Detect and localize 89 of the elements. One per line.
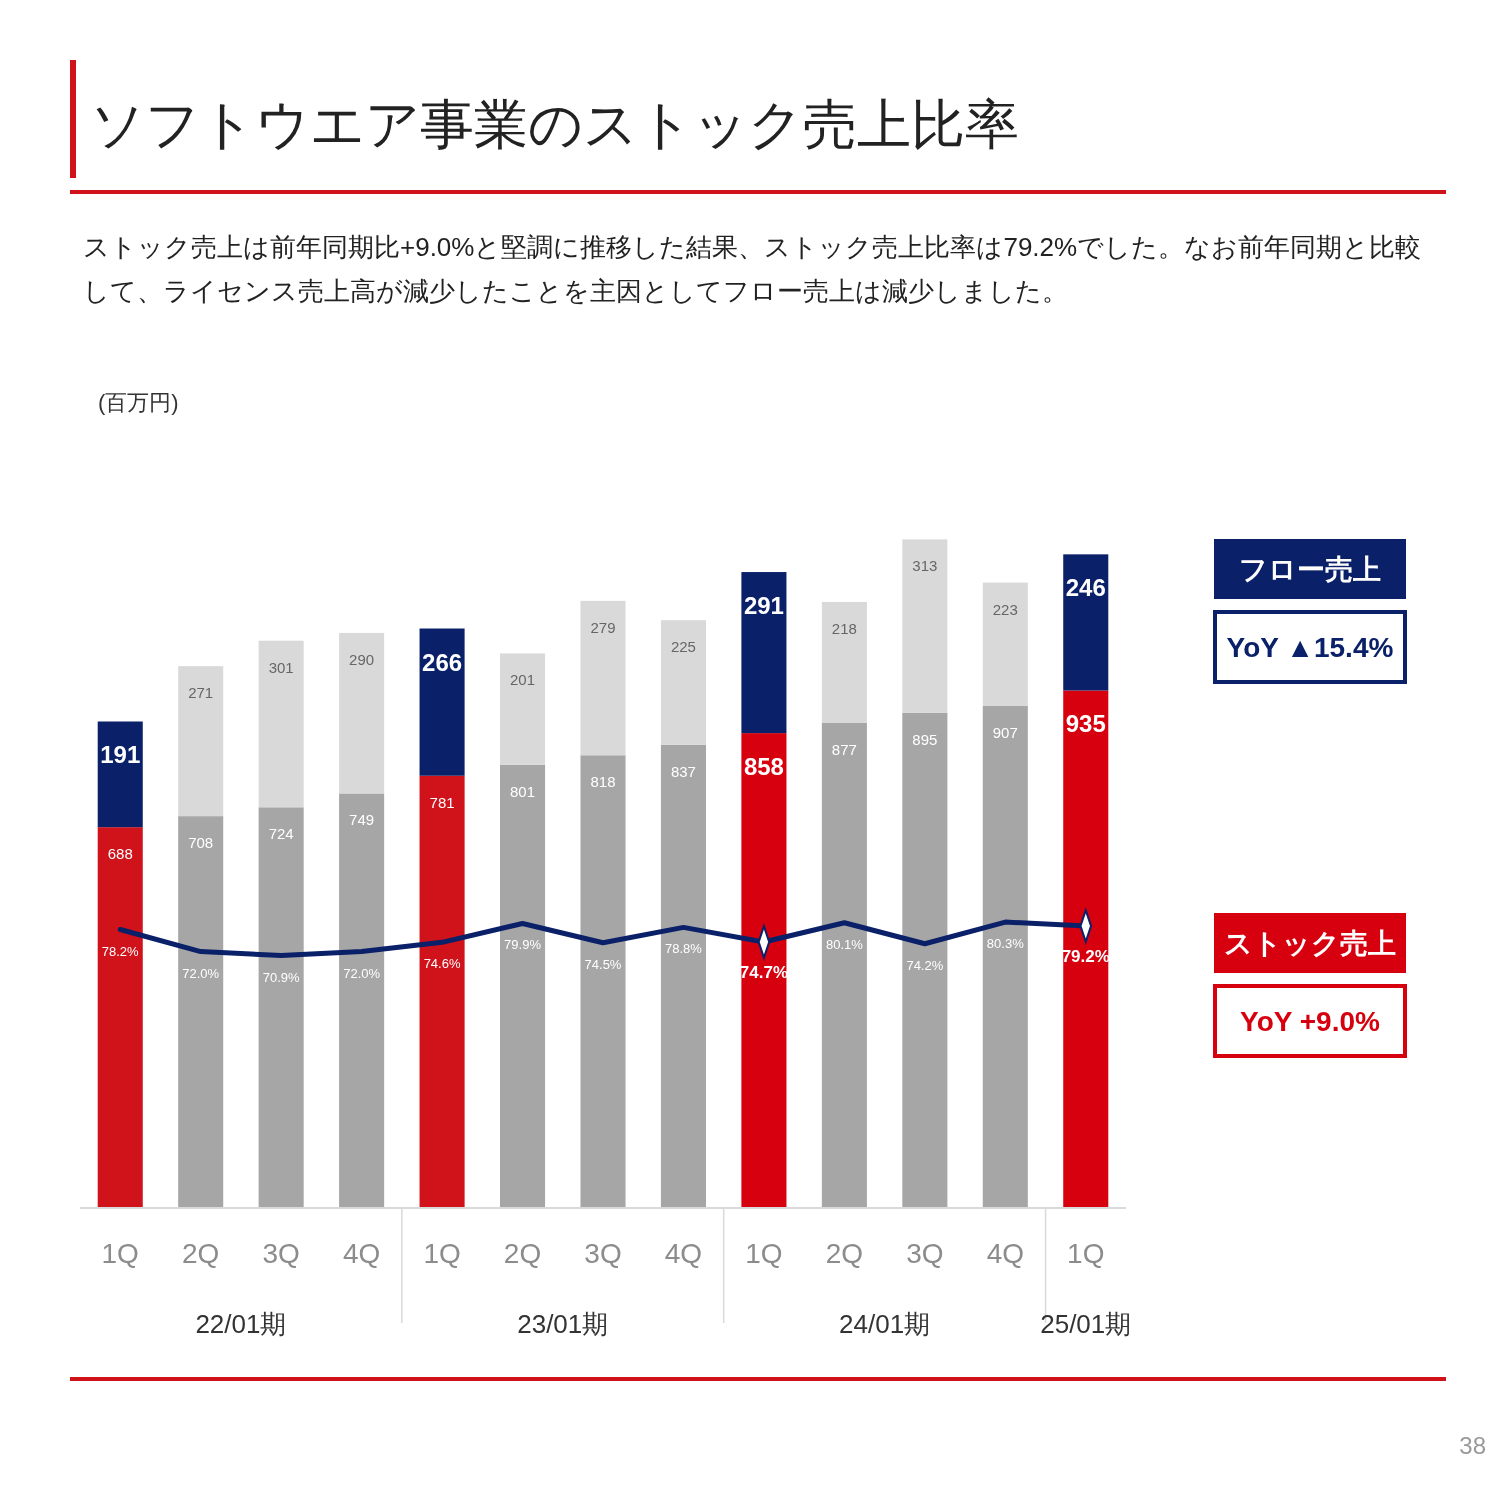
data-label: 313 xyxy=(912,557,938,575)
text: (百万円) xyxy=(98,390,179,415)
x-tick-label: 2Q xyxy=(825,1238,864,1269)
x-tick-label: 4Q xyxy=(664,1238,703,1269)
text: 22/01期 xyxy=(195,1309,287,1339)
x-tick-label: 1Q xyxy=(101,1238,139,1269)
x-tick-label: 3Q xyxy=(262,1238,300,1269)
bar xyxy=(660,744,706,1208)
data-label: 877 xyxy=(831,740,857,758)
text: フロー売上 xyxy=(1239,554,1381,585)
bar xyxy=(580,600,626,756)
bar xyxy=(500,764,546,1208)
data-label: 907 xyxy=(992,724,1018,741)
bar xyxy=(178,666,224,817)
data-label: 837 xyxy=(670,762,696,780)
data-label: 80.1% xyxy=(825,936,864,952)
data-label: 271 xyxy=(188,684,214,702)
data-label: 72.0% xyxy=(343,965,381,981)
data-label: 201 xyxy=(510,671,536,689)
x-tick-label: 3Q xyxy=(906,1238,944,1269)
text: YoY ▲15.4% xyxy=(1226,632,1394,663)
data-label: 291 xyxy=(743,592,784,620)
x-tick-label: 1Q xyxy=(423,1238,461,1269)
bar xyxy=(1063,690,1109,1208)
data-label: 708 xyxy=(188,834,214,852)
data-label: 74.2% xyxy=(906,957,944,973)
text: 25/01期 xyxy=(1040,1309,1132,1339)
bar xyxy=(339,793,385,1208)
bar xyxy=(419,628,465,776)
bar xyxy=(741,572,787,734)
bar xyxy=(1063,554,1109,691)
data-label: 688 xyxy=(107,845,133,863)
data-label: 223 xyxy=(992,600,1018,618)
text: YoY +9.0% xyxy=(1240,1006,1381,1037)
data-label: 749 xyxy=(349,811,375,829)
bar xyxy=(419,775,465,1208)
bar xyxy=(580,755,626,1208)
data-label: 74.6% xyxy=(423,956,461,972)
data-label: 72.0% xyxy=(182,965,220,981)
x-tick-label: 2Q xyxy=(503,1238,542,1269)
data-label: 78.2% xyxy=(101,943,140,959)
chart-title: ソフトウエア事業のストック売上比率 xyxy=(90,94,1019,154)
bar xyxy=(821,722,867,1208)
chart-subtitle: ストック売上は前年同期比+9.0%と堅調に推移した結果、ストック売上比率は79.2%でした。なお前年同期と比較して、ライセンス売上高が減少したことを主因としてフロー売上は減少しました。 xyxy=(83,232,1422,306)
data-label: 266 xyxy=(422,648,463,676)
bar xyxy=(902,539,948,713)
data-label: 191 xyxy=(100,741,141,769)
bar xyxy=(982,582,1028,706)
data-label: 80.3% xyxy=(986,936,1025,952)
data-label: 781 xyxy=(429,793,455,811)
x-tick-label: 2Q xyxy=(182,1238,220,1269)
bar xyxy=(660,620,706,745)
data-label: 78.8% xyxy=(665,941,703,957)
data-label: 301 xyxy=(268,658,294,676)
x-tick-label: 4Q xyxy=(342,1238,381,1269)
data-label: 801 xyxy=(510,782,536,800)
text: 23/01期 xyxy=(517,1309,609,1339)
data-label: 895 xyxy=(912,730,938,748)
bar xyxy=(741,733,787,1208)
text: 24/01期 xyxy=(839,1309,931,1339)
data-label: 79.9% xyxy=(504,937,542,953)
bar xyxy=(500,653,546,765)
data-label: 225 xyxy=(670,638,696,656)
bar xyxy=(821,601,867,723)
bar xyxy=(97,827,143,1208)
data-label: 935 xyxy=(1065,710,1106,738)
bar xyxy=(258,807,304,1208)
data-label: 279 xyxy=(590,618,616,636)
x-tick-label: 4Q xyxy=(986,1238,1024,1269)
bar xyxy=(982,706,1028,1208)
data-label: 74.7% xyxy=(739,962,789,982)
data-label: 70.9% xyxy=(262,969,301,985)
data-label: 74.5% xyxy=(584,956,622,972)
bar xyxy=(97,721,143,828)
x-tick-label: 1Q xyxy=(1067,1238,1105,1269)
data-label: 858 xyxy=(743,753,784,781)
data-label: 218 xyxy=(831,619,857,637)
x-tick-label: 1Q xyxy=(745,1238,783,1269)
bar xyxy=(902,712,948,1208)
data-label: 818 xyxy=(590,773,616,791)
x-tick-label: 3Q xyxy=(584,1238,622,1269)
data-label: 246 xyxy=(1065,574,1106,602)
data-label: 724 xyxy=(268,825,294,843)
text: ストック売上 xyxy=(1224,928,1396,959)
bar xyxy=(258,640,304,808)
text: 38 xyxy=(1459,1432,1486,1459)
bar xyxy=(178,816,224,1208)
bar xyxy=(339,632,385,794)
data-label: 290 xyxy=(349,650,375,668)
